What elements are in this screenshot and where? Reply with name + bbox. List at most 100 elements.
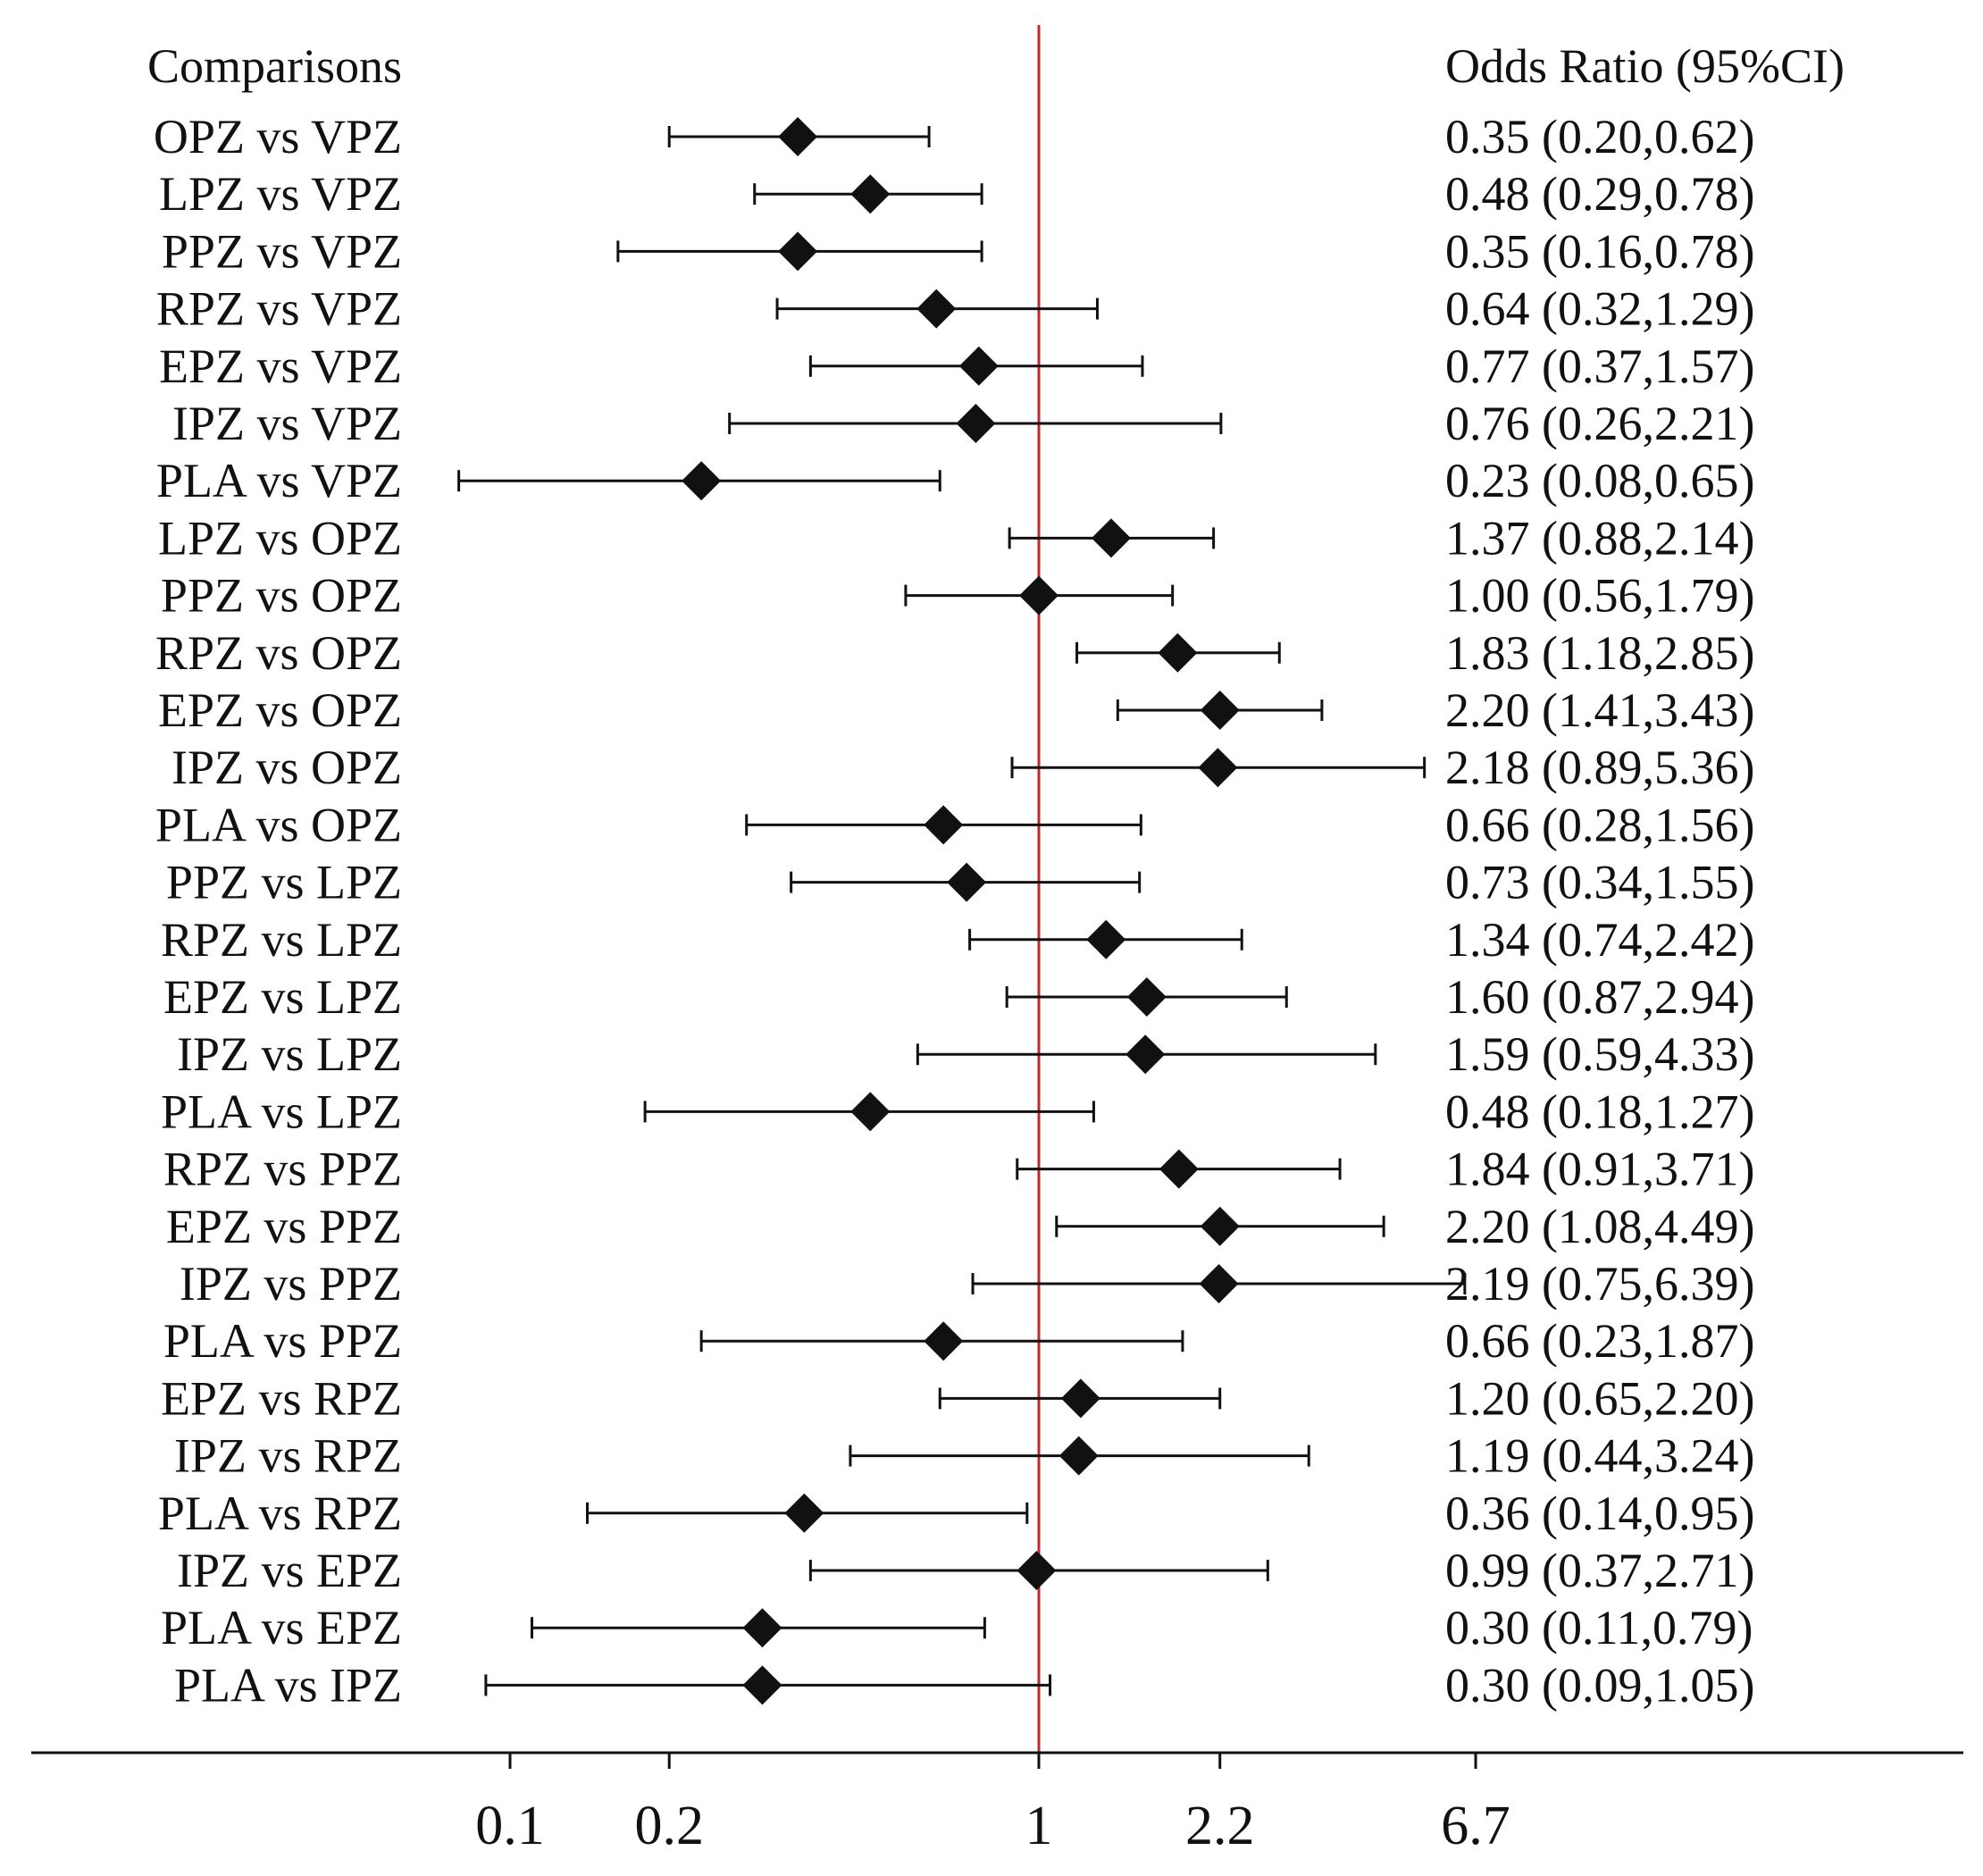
point-estimate-diamond bbox=[784, 1493, 824, 1533]
forest-row: PPZ vs LPZ 0.73 (0.34,1.55) bbox=[166, 856, 1755, 909]
point-estimate-diamond bbox=[924, 805, 964, 845]
odds-ratio-value: 0.36 (0.14,0.95) bbox=[1445, 1487, 1754, 1540]
odds-ratio-value: 2.19 (0.75,6.39) bbox=[1445, 1257, 1754, 1311]
forest-row: IPZ vs RPZ 1.19 (0.44,3.24) bbox=[174, 1429, 1755, 1483]
point-estimate-diamond bbox=[1019, 575, 1058, 616]
x-tick-label: 0.2 bbox=[634, 1796, 704, 1856]
forest-row: EPZ vs PPZ 2.20 (1.08,4.49) bbox=[166, 1200, 1755, 1253]
forest-row: PLA vs IPZ 0.30 (0.09,1.05) bbox=[174, 1658, 1755, 1712]
point-estimate-diamond bbox=[1126, 977, 1167, 1017]
point-estimate-diamond bbox=[778, 231, 818, 272]
point-estimate-diamond bbox=[1200, 691, 1240, 730]
odds-ratio-value: 0.48 (0.29,0.78) bbox=[1445, 167, 1754, 221]
comparison-label: PPZ vs OPZ bbox=[161, 569, 402, 623]
point-estimate-diamond bbox=[1091, 518, 1131, 558]
comparison-label: PPZ vs VPZ bbox=[162, 224, 402, 278]
point-estimate-diamond bbox=[1199, 1264, 1239, 1303]
forest-row: PPZ vs OPZ 1.00 (0.56,1.79) bbox=[161, 569, 1755, 623]
odds-ratio-value: 0.30 (0.09,1.05) bbox=[1445, 1658, 1754, 1712]
x-tick-label: 0.1 bbox=[475, 1796, 545, 1856]
forest-row: LPZ vs OPZ 1.37 (0.88,2.14) bbox=[158, 511, 1755, 565]
comparison-label: IPZ vs LPZ bbox=[177, 1027, 402, 1081]
odds-ratio-value: 0.23 (0.08,0.65) bbox=[1445, 454, 1754, 507]
point-estimate-diamond bbox=[850, 174, 891, 214]
odds-ratio-value: 0.73 (0.34,1.55) bbox=[1445, 856, 1754, 909]
x-tick-label: 2.2 bbox=[1185, 1796, 1255, 1856]
comparison-label: OPZ vs VPZ bbox=[154, 110, 402, 163]
comparison-label: PLA vs PPZ bbox=[163, 1314, 402, 1368]
odds-ratio-value: 0.64 (0.32,1.29) bbox=[1445, 282, 1754, 336]
point-estimate-diamond bbox=[1125, 1034, 1166, 1075]
forest-row: IPZ vs VPZ 0.76 (0.26,2.21) bbox=[172, 397, 1755, 450]
comparison-label: IPZ vs PPZ bbox=[180, 1257, 402, 1311]
comparisons-header: Comparisons bbox=[147, 39, 402, 93]
comparison-label: EPZ vs PPZ bbox=[166, 1200, 402, 1253]
comparison-label: IPZ vs OPZ bbox=[172, 741, 402, 794]
point-estimate-diamond bbox=[1058, 1436, 1099, 1476]
comparison-label: EPZ vs RPZ bbox=[161, 1371, 402, 1425]
forest-row: RPZ vs VPZ 0.64 (0.32,1.29) bbox=[156, 282, 1755, 336]
comparison-label: RPZ vs VPZ bbox=[156, 282, 402, 336]
comparison-label: PLA vs VPZ bbox=[156, 454, 402, 507]
odds-ratio-value: 1.37 (0.88,2.14) bbox=[1445, 511, 1754, 565]
forest-row: RPZ vs LPZ 1.34 (0.74,2.42) bbox=[161, 913, 1755, 967]
comparison-label: RPZ vs PPZ bbox=[163, 1143, 402, 1196]
odds-ratio-value: 0.35 (0.20,0.62) bbox=[1445, 110, 1754, 163]
odds-ratio-value: 0.77 (0.37,1.57) bbox=[1445, 339, 1754, 393]
comparison-label: LPZ vs VPZ bbox=[159, 167, 402, 221]
odds-ratio-value: 1.19 (0.44,3.24) bbox=[1445, 1429, 1754, 1483]
comparison-label: PLA vs IPZ bbox=[174, 1658, 402, 1712]
odds-ratio-value: 2.20 (1.41,3.43) bbox=[1445, 683, 1754, 737]
point-estimate-diamond bbox=[916, 289, 957, 329]
point-estimate-diamond bbox=[1200, 1206, 1240, 1246]
odds-ratio-value: 1.20 (0.65,2.20) bbox=[1445, 1371, 1754, 1425]
comparison-label: RPZ vs LPZ bbox=[161, 913, 402, 967]
forest-row: EPZ vs RPZ 1.20 (0.65,2.20) bbox=[161, 1371, 1755, 1425]
forest-rows: OPZ vs VPZ 0.35 (0.20,0.62) LPZ vs VPZ 0.48… bbox=[154, 110, 1755, 1712]
point-estimate-diamond bbox=[850, 1092, 891, 1132]
comparison-label: PLA vs LPZ bbox=[161, 1085, 402, 1138]
forest-row: LPZ vs VPZ 0.48 (0.29,0.78) bbox=[159, 167, 1755, 221]
odds-ratio-value: 0.48 (0.18,1.27) bbox=[1445, 1085, 1754, 1138]
point-estimate-diamond bbox=[1017, 1551, 1057, 1590]
point-estimate-diamond bbox=[924, 1321, 964, 1361]
point-estimate-diamond bbox=[1086, 919, 1126, 959]
forest-row: PLA vs PPZ 0.66 (0.23,1.87) bbox=[163, 1314, 1755, 1368]
forest-row: IPZ vs LPZ 1.59 (0.59,4.33) bbox=[177, 1027, 1755, 1081]
forest-row: PLA vs LPZ 0.48 (0.18,1.27) bbox=[161, 1085, 1755, 1138]
odds-ratio-value: 1.34 (0.74,2.42) bbox=[1445, 913, 1754, 967]
x-axis-ticks: 0.1 0.2 1 2.2 6.7 bbox=[475, 1753, 1510, 1856]
comparison-label: PLA vs OPZ bbox=[155, 798, 402, 851]
point-estimate-diamond bbox=[958, 346, 999, 386]
odds-ratio-value: 1.60 (0.87,2.94) bbox=[1445, 970, 1754, 1024]
comparison-label: PLA vs RPZ bbox=[158, 1487, 402, 1540]
comparison-label: IPZ vs RPZ bbox=[174, 1429, 402, 1483]
forest-row: IPZ vs EPZ 0.99 (0.37,2.71) bbox=[177, 1544, 1755, 1597]
forest-row: PLA vs OPZ 0.66 (0.28,1.56) bbox=[155, 798, 1755, 851]
odds-ratio-value: 2.18 (0.89,5.36) bbox=[1445, 741, 1754, 794]
point-estimate-diamond bbox=[1060, 1378, 1100, 1419]
odds-ratio-header: Odds Ratio (95%CI) bbox=[1445, 39, 1845, 93]
odds-ratio-value: 0.30 (0.11,0.79) bbox=[1445, 1601, 1753, 1654]
point-estimate-diamond bbox=[1159, 1149, 1199, 1189]
odds-ratio-value: 0.35 (0.16,0.78) bbox=[1445, 224, 1754, 278]
odds-ratio-value: 0.76 (0.26,2.21) bbox=[1445, 397, 1754, 450]
comparison-label: IPZ vs EPZ bbox=[177, 1544, 402, 1597]
forest-row: EPZ vs VPZ 0.77 (0.37,1.57) bbox=[159, 339, 1755, 393]
forest-row: PPZ vs VPZ 0.35 (0.16,0.78) bbox=[162, 224, 1755, 278]
point-estimate-diamond bbox=[742, 1608, 782, 1648]
point-estimate-diamond bbox=[1198, 748, 1238, 788]
odds-ratio-value: 1.84 (0.91,3.71) bbox=[1445, 1143, 1754, 1196]
point-estimate-diamond bbox=[956, 404, 996, 443]
point-estimate-diamond bbox=[1158, 632, 1198, 673]
point-estimate-diamond bbox=[682, 461, 722, 501]
forest-row: PLA vs RPZ 0.36 (0.14,0.95) bbox=[158, 1487, 1755, 1540]
point-estimate-diamond bbox=[778, 117, 818, 156]
x-tick-label: 1 bbox=[1025, 1796, 1053, 1856]
point-estimate-diamond bbox=[742, 1665, 782, 1705]
odds-ratio-value: 0.66 (0.28,1.56) bbox=[1445, 798, 1754, 851]
comparison-label: PPZ vs LPZ bbox=[166, 856, 402, 909]
comparison-label: RPZ vs OPZ bbox=[155, 626, 402, 680]
point-estimate-diamond bbox=[947, 862, 987, 902]
